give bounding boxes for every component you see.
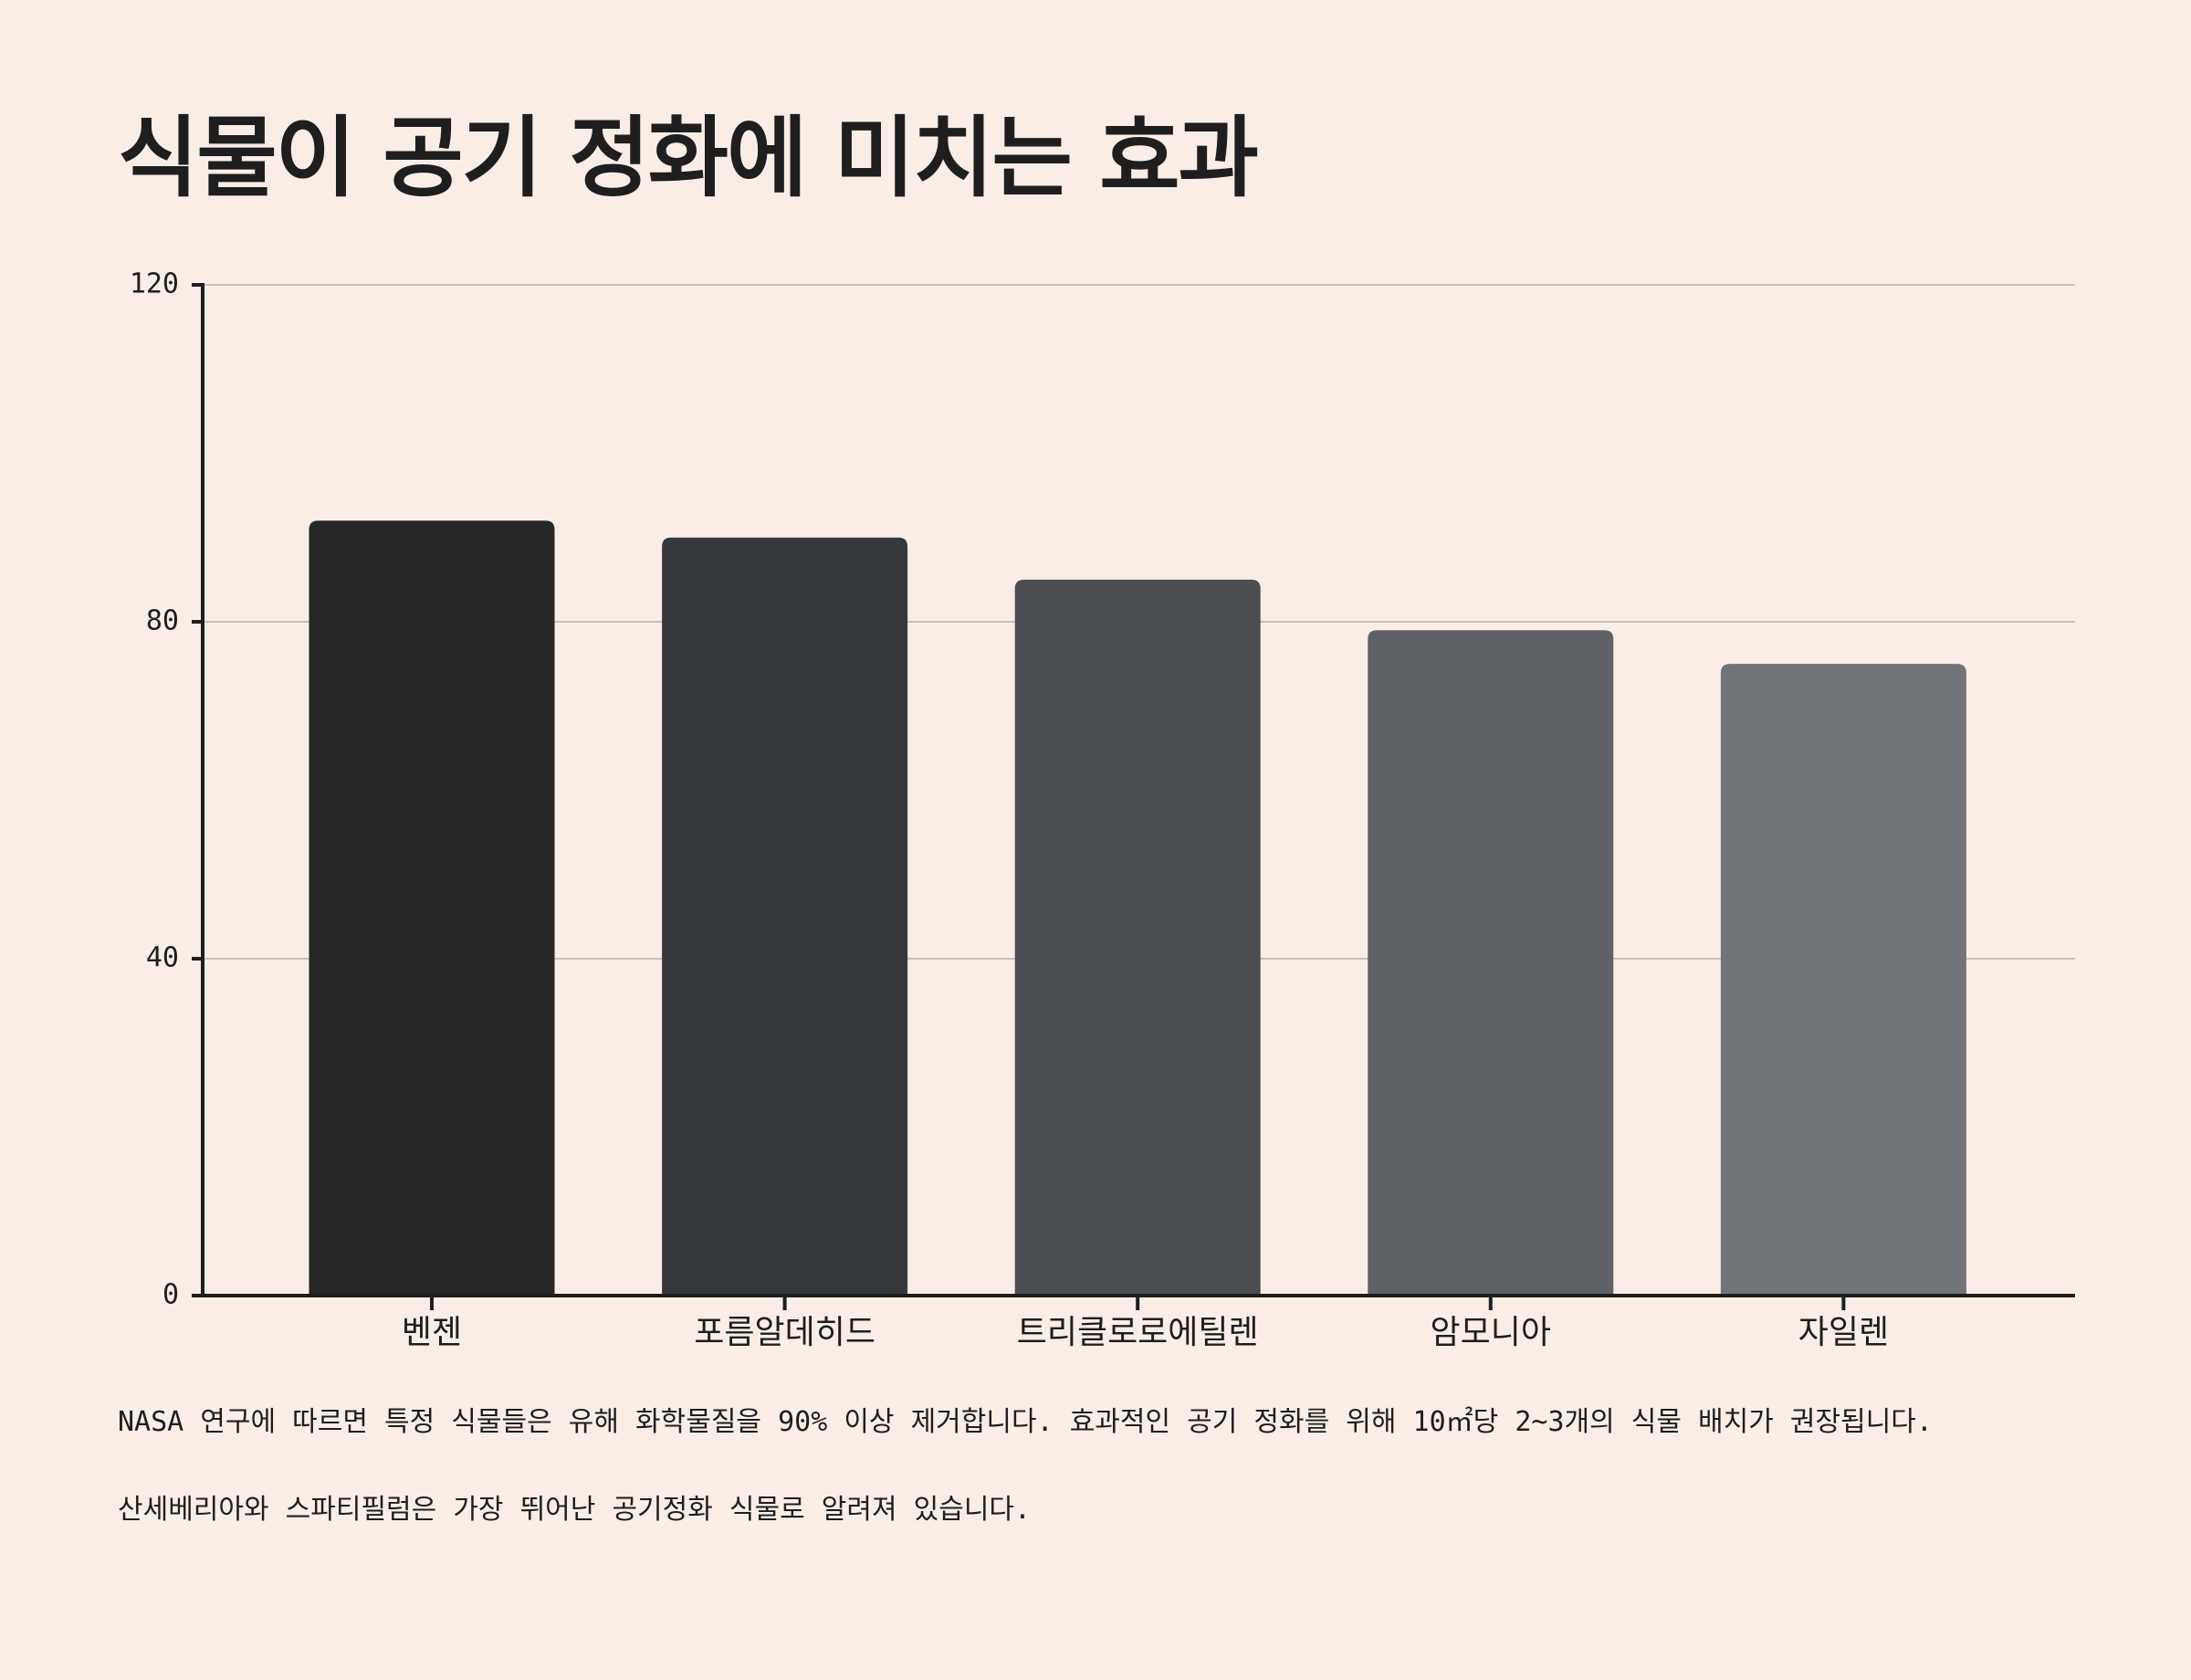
note: NASA 연구에 따르면 특정 식물들은 유해 화학물질을 90% 이상 제거합… <box>118 1406 1933 1438</box>
y-tick-label: 0 <box>162 1279 179 1311</box>
x-tick-label: 벤젠 <box>402 1314 462 1351</box>
x-tick-label: 자일렌 <box>1798 1314 1889 1351</box>
x-tick-label: 암모니아 <box>1431 1314 1551 1351</box>
chart-title: 식물이 공기 정화에 미치는 효과 <box>118 107 1259 209</box>
bar <box>1720 664 1966 1296</box>
y-tick-label: 80 <box>146 605 179 637</box>
y-tick-label: 40 <box>146 942 179 974</box>
bar <box>1014 579 1261 1296</box>
chart: 0 40 80 120 벤젠 포름알데히드 트리클로로에틸렌 암모니아 자일렌 <box>130 268 2075 1351</box>
note: 산세베리아와 스파티필럼은 가장 뛰어난 공기정화 식물로 알려져 있습니다. <box>118 1494 1032 1526</box>
x-tick-label: 포름알데히드 <box>694 1314 875 1351</box>
bar <box>662 537 908 1296</box>
y-tick-label: 120 <box>130 268 179 300</box>
x-tick-label: 트리클로로에틸렌 <box>1017 1314 1259 1351</box>
notes: NASA 연구에 따르면 특정 식물들은 유해 화학물질을 90% 이상 제거합… <box>118 1397 2053 1572</box>
bar <box>1368 630 1614 1296</box>
bar <box>309 520 555 1296</box>
